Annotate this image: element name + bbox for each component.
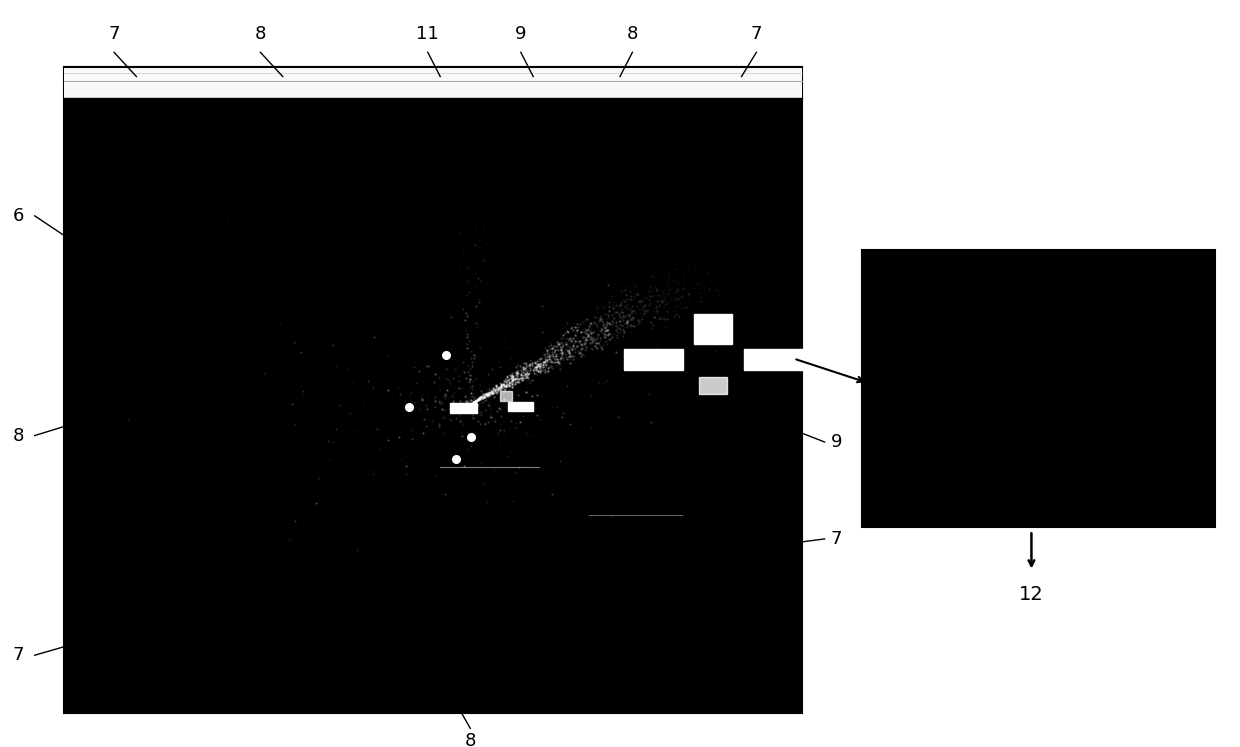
Text: 9: 9	[831, 433, 842, 451]
Bar	[699, 377, 727, 394]
Text: 7: 7	[108, 25, 120, 43]
Bar	[862, 250, 1215, 527]
Text: 12: 12	[1019, 585, 1044, 604]
Bar	[694, 314, 732, 344]
Text: 8: 8	[465, 732, 476, 747]
Text: 6: 6	[12, 207, 24, 225]
Bar	[508, 402, 533, 411]
Bar	[500, 391, 512, 401]
Bar	[624, 349, 683, 370]
Text: 9: 9	[515, 25, 527, 43]
Text: 7: 7	[12, 646, 24, 664]
Text: 11: 11	[417, 25, 439, 43]
Bar	[64, 67, 802, 99]
Bar	[744, 349, 804, 370]
Text: 7: 7	[750, 25, 763, 43]
Text: 7: 7	[831, 530, 842, 548]
Bar	[450, 403, 477, 413]
Bar	[64, 67, 802, 713]
Text: 8: 8	[626, 25, 639, 43]
Text: 8: 8	[254, 25, 267, 43]
Text: 8: 8	[12, 427, 24, 444]
